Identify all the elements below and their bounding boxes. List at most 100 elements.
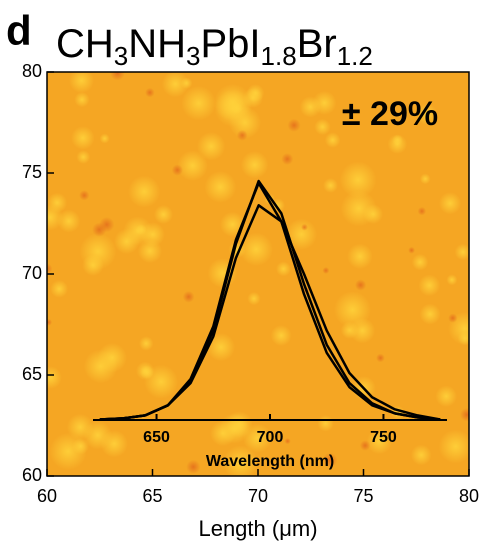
map-spot <box>287 118 301 132</box>
map-spot <box>47 366 62 389</box>
map-spot <box>438 429 469 464</box>
map-spot <box>57 209 81 233</box>
x-axis-label: Length (μm) <box>198 516 317 541</box>
map-spot <box>460 407 469 422</box>
y-tick-label: 75 <box>22 162 42 182</box>
map-spot <box>359 440 371 451</box>
map-spot <box>50 279 69 298</box>
map-spot <box>79 190 90 201</box>
title-part: 3 <box>114 41 128 71</box>
map-spot <box>135 361 155 381</box>
map-spot <box>454 243 469 261</box>
map-image <box>47 72 469 476</box>
map-spot <box>322 267 330 274</box>
y-tick-label: 80 <box>22 61 42 81</box>
map-spot <box>74 92 90 108</box>
map-spot <box>82 254 104 276</box>
x-tick-label: 60 <box>37 486 57 506</box>
map-spot <box>236 129 248 141</box>
map-spot <box>99 133 110 144</box>
map-spot <box>47 263 53 275</box>
map-spot <box>418 274 441 297</box>
map-spot <box>196 132 226 161</box>
map-spot <box>323 178 338 193</box>
map-spot <box>243 423 273 453</box>
map-spot <box>210 420 236 447</box>
map-spot <box>161 72 189 98</box>
map-spot <box>301 223 308 231</box>
inset-x-tick-label: 750 <box>370 429 397 446</box>
map-spot <box>276 261 291 277</box>
map-spot <box>181 85 217 121</box>
map-spot <box>135 224 147 236</box>
map-spot <box>154 204 174 224</box>
map-spot <box>285 218 318 250</box>
map-spot <box>138 336 154 351</box>
map-spot <box>47 318 53 326</box>
map-spot <box>347 243 373 270</box>
map-spot <box>340 190 377 227</box>
inset-x-tick-label: 650 <box>143 429 170 446</box>
map-spot <box>239 232 273 267</box>
map-spot <box>128 175 161 208</box>
map-spot <box>446 274 458 286</box>
map-spot <box>417 206 427 216</box>
map-spot <box>182 290 195 303</box>
title-part: NH <box>128 22 186 66</box>
map-spot <box>314 118 331 136</box>
inset-x-axis-label: Wavelength (nm) <box>206 453 334 470</box>
map-spot <box>354 279 367 291</box>
map-spot <box>270 325 292 347</box>
map-spot <box>206 333 236 362</box>
map-spot <box>366 428 392 455</box>
map-spot <box>411 253 429 271</box>
title-part: 1.8 <box>261 41 297 71</box>
map-spot <box>339 161 377 199</box>
map-spot <box>223 445 258 476</box>
x-tick-label: 75 <box>353 486 373 506</box>
map-spot <box>140 222 165 247</box>
map-spot <box>324 132 341 148</box>
annotation: ± 29% <box>342 95 438 133</box>
map-spot <box>457 331 469 346</box>
map-spot <box>408 246 416 254</box>
map-spot <box>186 459 201 474</box>
map-spot <box>299 96 321 118</box>
map-spot <box>410 444 432 466</box>
map-spot <box>72 437 89 455</box>
map-spot <box>71 126 95 150</box>
map-spot <box>416 103 438 126</box>
map-spot <box>214 83 252 122</box>
y-tick-label: 70 <box>22 263 42 283</box>
map-spot <box>419 173 431 185</box>
x-tick-label: 80 <box>459 486 479 506</box>
map-spot <box>284 438 291 445</box>
title-part: PbI <box>201 22 261 66</box>
map-spot <box>177 150 208 181</box>
map-spot <box>171 164 183 176</box>
map-spot <box>435 385 457 408</box>
map-spot <box>69 72 95 93</box>
map-spot <box>76 150 91 164</box>
title-part: 3 <box>186 41 200 71</box>
map-spot <box>99 217 115 233</box>
map-spot <box>240 151 269 179</box>
title-part: 1.2 <box>337 41 373 71</box>
map-spot <box>419 303 441 325</box>
y-tick-label: 60 <box>22 465 42 485</box>
map-spot <box>100 430 128 458</box>
x-tick-label: 65 <box>142 486 162 506</box>
inset-x-tick-label: 700 <box>257 429 284 446</box>
y-tick-label: 65 <box>22 364 42 384</box>
map-spot <box>376 353 385 363</box>
map-spot <box>438 192 462 215</box>
map-spot <box>387 134 408 154</box>
map-spot <box>448 313 458 323</box>
x-tick-label: 70 <box>248 486 268 506</box>
map-spot <box>281 153 294 165</box>
spectrum-line <box>99 204 441 421</box>
map-spot <box>317 415 334 432</box>
map-spot <box>180 77 193 89</box>
map-spot <box>247 291 261 306</box>
